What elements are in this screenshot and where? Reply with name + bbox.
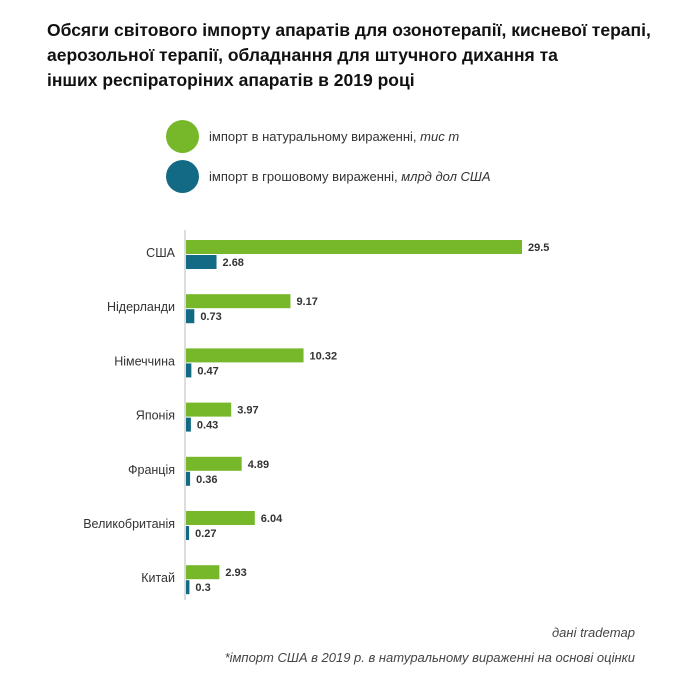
chart-title: Обсяги світового імпорту апаратів для оз… [47, 18, 651, 93]
legend-text-value: імпорт в грошовому вираженні, [209, 169, 402, 184]
legend-unit-volume: тис т [420, 129, 460, 144]
legend-label-value: імпорт в грошовому вираженні, млрд дол С… [209, 169, 491, 184]
data-label-s1-cat-6: 0.3 [195, 582, 210, 594]
data-label-s0-cat-2: 10.32 [310, 350, 338, 362]
title-line-2: аерозольної терапії, обладнання для штуч… [47, 45, 558, 65]
title-line-1: Обсяги світового імпорту апаратів для оз… [47, 20, 651, 40]
title-line-3: інших респіраторіних апаратів в 2019 роц… [47, 70, 415, 90]
legend-marker-volume [166, 120, 199, 153]
bar-s1-cat-0 [186, 255, 217, 269]
data-label-s1-cat-1: 0.73 [200, 311, 221, 323]
bar-s1-cat-3 [186, 417, 191, 432]
data-label-s1-cat-2: 0.47 [197, 365, 218, 377]
category-label-cat-4: Франція [128, 463, 175, 477]
category-label-cat-1: Нідерланди [107, 300, 175, 314]
data-label-s0-cat-6: 2.93 [225, 567, 246, 579]
bar-s0-cat-0 [186, 240, 522, 254]
category-label-cat-5: Великобританія [83, 517, 175, 531]
bar-s0-cat-2 [186, 348, 304, 363]
bar-s1-cat-1 [186, 309, 195, 324]
category-label-cat-0: США [146, 246, 175, 260]
legend-label-volume: імпорт в натуральному вираженні, тис т [209, 129, 459, 144]
legend-text-volume: імпорт в натуральному вираженні, [209, 129, 421, 144]
legend-item-value: імпорт в грошовому вираженні, млрд дол С… [166, 160, 626, 194]
source-note: дані tradеmap [552, 625, 635, 640]
category-label-cat-2: Німеччина [114, 354, 175, 368]
footnote: *імпорт США в 2019 р. в натуральному вир… [224, 650, 635, 665]
legend-item-volume: імпорт в натуральному вираженні, тис т [166, 120, 626, 154]
bar-s0-cat-3 [186, 402, 232, 417]
bar-s0-cat-1 [186, 294, 291, 309]
bar-s1-cat-2 [186, 363, 192, 378]
category-label-cat-6: Китай [141, 571, 175, 585]
bar-s0-cat-4 [186, 456, 242, 471]
bar-s0-cat-5 [186, 511, 255, 525]
bar-s1-cat-6 [186, 580, 190, 595]
data-label-s1-cat-0: 2.68 [223, 257, 244, 269]
bar-s1-cat-4 [186, 471, 191, 486]
data-label-s1-cat-5: 0.27 [195, 528, 216, 540]
data-label-s0-cat-3: 3.97 [237, 405, 258, 417]
data-label-s1-cat-3: 0.43 [197, 420, 218, 432]
legend-unit-value: млрд дол США [401, 169, 491, 184]
bar-s0-cat-6 [186, 565, 220, 580]
legend-marker-value [166, 160, 199, 193]
data-label-s0-cat-0: 29.5 [528, 242, 549, 254]
data-label-s0-cat-5: 6.04 [261, 513, 283, 525]
bar-chart: США 29.5 2.68 Нідерланди 9.17 0.73 Німеччина 10… [83, 230, 549, 600]
data-label-s0-cat-4: 4.89 [248, 459, 269, 471]
category-label-cat-3: Японія [136, 409, 175, 423]
bar-s1-cat-5 [186, 526, 190, 540]
data-label-s0-cat-1: 9.17 [296, 296, 317, 308]
data-label-s1-cat-4: 0.36 [196, 474, 217, 486]
